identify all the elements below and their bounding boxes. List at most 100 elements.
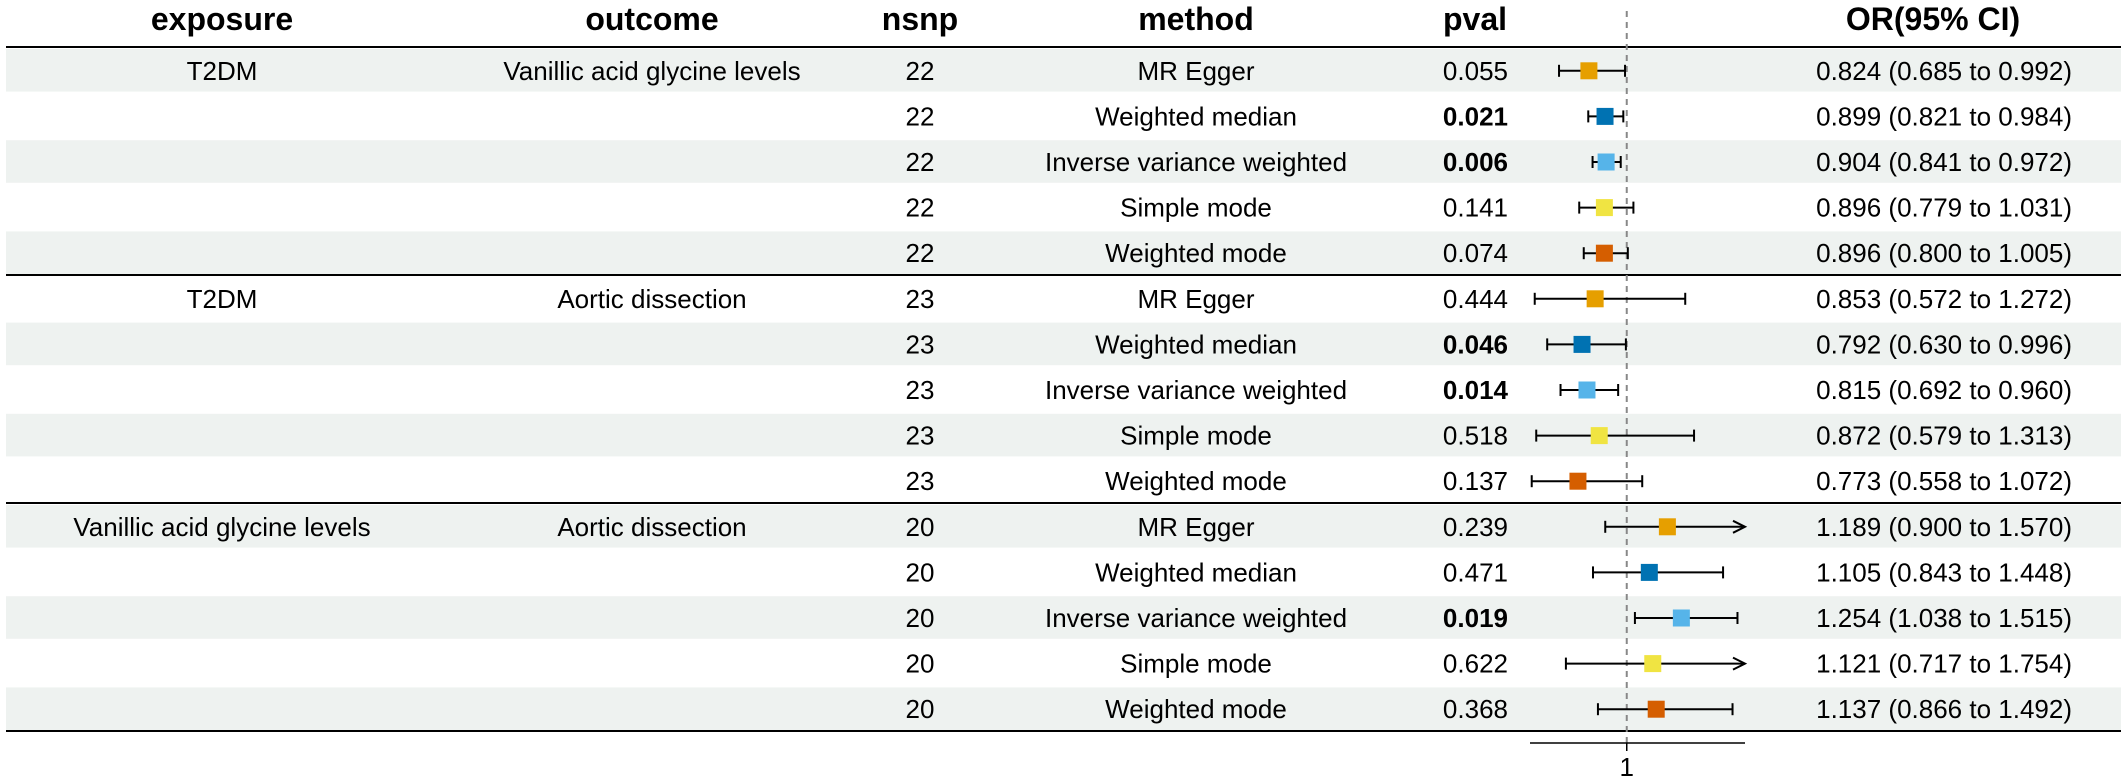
estimate-square: [1595, 244, 1613, 262]
cell-method: MR Egger: [1137, 512, 1254, 542]
cell-method: Weighted median: [1095, 101, 1297, 131]
cell-or-ci: 0.896 (0.779 to 1.031): [1816, 193, 2072, 223]
cell-method: Inverse variance weighted: [1045, 375, 1347, 405]
cell-pval: 0.622: [1443, 649, 1508, 679]
row-stripes: [6, 49, 2121, 730]
header-pval: pval: [1443, 1, 1507, 37]
header-outcome: outcome: [585, 1, 718, 37]
header-nsnp: nsnp: [882, 1, 958, 37]
cell-or-ci: 0.899 (0.821 to 0.984): [1816, 101, 2072, 131]
cell-exposure: Vanillic acid glycine levels: [73, 512, 370, 542]
header-or-ci: OR(95% CI): [1846, 1, 2020, 37]
cell-method: Weighted median: [1095, 557, 1297, 587]
cell-pval: 0.074: [1443, 238, 1508, 268]
cell-nsnp: 22: [906, 56, 935, 86]
cell-nsnp: 20: [906, 512, 935, 542]
reference-tick-label: 1: [1620, 752, 1634, 781]
cell-or-ci: 1.254 (1.038 to 1.515): [1816, 603, 2072, 633]
cell-pval: 0.137: [1443, 466, 1508, 496]
cell-nsnp: 20: [906, 603, 935, 633]
header-exposure: exposure: [151, 1, 293, 37]
cell-pval: 0.046: [1443, 329, 1508, 359]
cell-or-ci: 0.815 (0.692 to 0.960): [1816, 375, 2072, 405]
cell-method: Simple mode: [1120, 649, 1272, 679]
cell-pval: 0.021: [1443, 101, 1508, 131]
estimate-square: [1590, 427, 1608, 445]
cell-or-ci: 1.121 (0.717 to 1.754): [1816, 649, 2072, 679]
estimate-square: [1596, 107, 1614, 125]
cell-or-ci: 1.137 (0.866 to 1.492): [1816, 694, 2072, 724]
row-stripe: [6, 140, 2121, 183]
cell-method: MR Egger: [1137, 56, 1254, 86]
cell-or-ci: 0.896 (0.800 to 1.005): [1816, 238, 2072, 268]
estimate-square: [1573, 335, 1591, 353]
cell-or-ci: 0.773 (0.558 to 1.072): [1816, 466, 2072, 496]
cell-exposure: T2DM: [187, 284, 258, 314]
cell-method: Simple mode: [1120, 193, 1272, 223]
cell-or-ci: 1.189 (0.900 to 1.570): [1816, 512, 2072, 542]
cell-nsnp: 23: [906, 466, 935, 496]
row-stripe: [6, 49, 2121, 92]
row-stripe: [6, 413, 2121, 457]
cell-pval: 0.055: [1443, 56, 1508, 86]
estimate-square: [1658, 518, 1676, 536]
cell-nsnp: 20: [906, 649, 935, 679]
row-stripe: [6, 505, 2121, 548]
cell-method: Inverse variance weighted: [1045, 603, 1347, 633]
cell-pval: 0.014: [1443, 375, 1509, 405]
cell-pval: 0.518: [1443, 421, 1508, 451]
cell-or-ci: 0.792 (0.630 to 0.996): [1816, 329, 2072, 359]
cell-or-ci: 0.853 (0.572 to 1.272): [1816, 284, 2072, 314]
cell-or-ci: 0.824 (0.685 to 0.992): [1816, 56, 2072, 86]
estimate-square: [1672, 609, 1690, 627]
cell-method: Weighted median: [1095, 329, 1297, 359]
row-stripe: [6, 322, 2121, 366]
cell-outcome: Vanillic acid glycine levels: [503, 56, 800, 86]
estimate-square: [1569, 472, 1587, 490]
cell-method: Weighted mode: [1105, 694, 1287, 724]
cell-nsnp: 23: [906, 375, 935, 405]
cell-nsnp: 23: [906, 284, 935, 314]
cell-pval: 0.019: [1443, 603, 1508, 633]
cell-method: Weighted mode: [1105, 466, 1287, 496]
estimate-square: [1578, 381, 1596, 399]
estimate-square: [1647, 700, 1665, 718]
cell-nsnp: 22: [906, 238, 935, 268]
estimate-square: [1580, 62, 1598, 80]
cell-method: Simple mode: [1120, 421, 1272, 451]
cell-pval: 0.006: [1443, 147, 1508, 177]
cell-nsnp: 22: [906, 193, 935, 223]
cell-method: MR Egger: [1137, 284, 1254, 314]
cell-nsnp: 22: [906, 147, 935, 177]
row-stripe: [6, 596, 2121, 639]
estimate-square: [1640, 563, 1658, 581]
cell-nsnp: 20: [906, 557, 935, 587]
cell-or-ci: 1.105 (0.843 to 1.448): [1816, 557, 2072, 587]
ci-arrow: [1732, 656, 1748, 671]
cell-pval: 0.471: [1443, 557, 1508, 587]
cell-exposure: T2DM: [187, 56, 258, 86]
cell-nsnp: 22: [906, 101, 935, 131]
cell-pval: 0.444: [1443, 284, 1508, 314]
cell-pval: 0.368: [1443, 694, 1508, 724]
cell-or-ci: 0.904 (0.841 to 0.972): [1816, 147, 2072, 177]
cell-pval: 0.141: [1443, 193, 1508, 223]
header-method: method: [1138, 1, 1254, 37]
estimate-square: [1597, 153, 1615, 171]
table-rules: [6, 46, 2121, 732]
cell-or-ci: 0.872 (0.579 to 1.313): [1816, 421, 2072, 451]
estimate-square: [1586, 290, 1604, 308]
cell-method: Weighted mode: [1105, 238, 1287, 268]
cell-nsnp: 23: [906, 421, 935, 451]
row-stripe: [6, 687, 2121, 730]
ci-arrow: [1732, 519, 1748, 534]
cell-outcome: Aortic dissection: [557, 512, 746, 542]
plot-area: 1: [1530, 11, 1748, 781]
cell-pval: 0.239: [1443, 512, 1508, 542]
column-headers: exposure outcome nsnp method pval OR(95%…: [151, 1, 2020, 37]
cell-nsnp: 23: [906, 329, 935, 359]
estimate-marks: [1530, 62, 1748, 718]
table-cells: T2DM Vanillic acid glycine levels 22 MR Egg…: [73, 56, 2072, 724]
cell-nsnp: 20: [906, 694, 935, 724]
